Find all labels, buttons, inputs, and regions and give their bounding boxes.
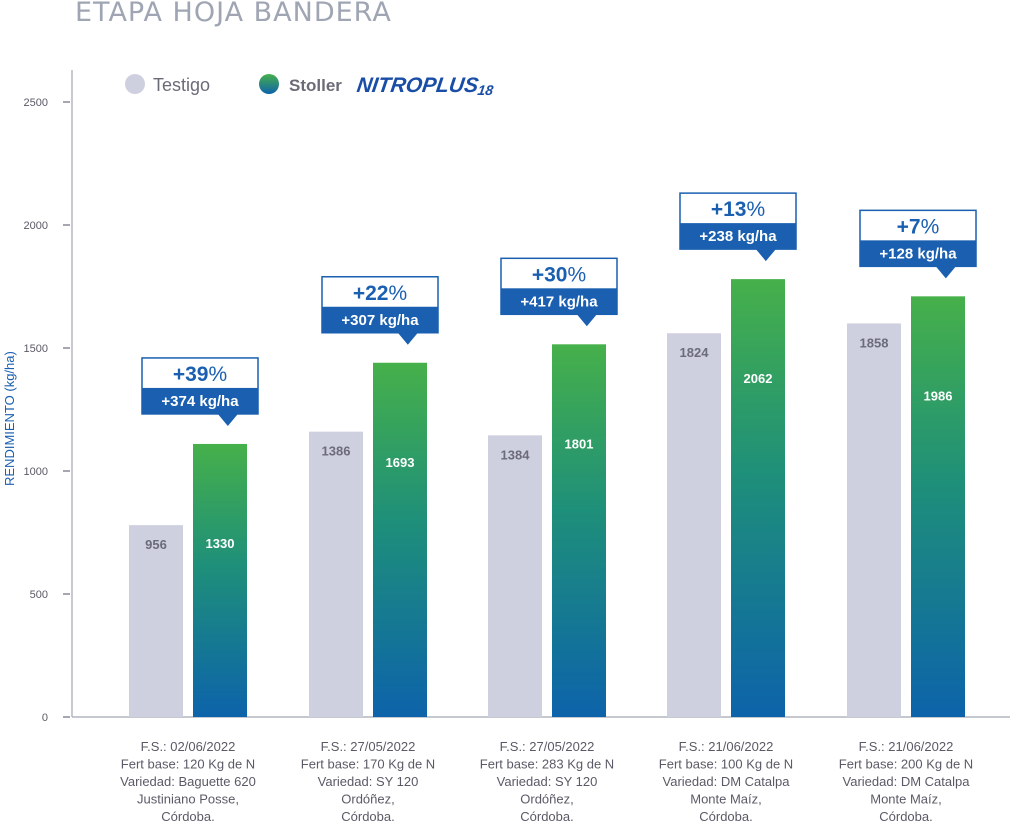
callout-percent-sign: % bbox=[567, 263, 586, 286]
callout-kg-band bbox=[142, 387, 258, 414]
stoller-value-label: 2062 bbox=[744, 371, 773, 386]
stoller-bar bbox=[193, 443, 247, 717]
legend-stoller-swatch bbox=[259, 74, 279, 94]
callout-kg-label: +307 kg/ha bbox=[341, 312, 419, 329]
callout-pointer bbox=[576, 314, 597, 327]
chart-title: ETAPA HOJA BANDERA bbox=[75, 0, 392, 28]
y-tick-label: 2500 bbox=[24, 97, 48, 109]
y-tick-label: 2000 bbox=[24, 220, 48, 232]
testigo-value-label: 1384 bbox=[501, 447, 531, 462]
callout-percent-sign: % bbox=[208, 363, 227, 386]
callout-percent: +13% bbox=[711, 198, 765, 221]
category-label-line: Fert base: 200 Kg de N bbox=[839, 757, 973, 772]
legend-testigo-swatch bbox=[125, 74, 145, 94]
testigo-value-label: 956 bbox=[145, 537, 167, 552]
testigo-value-label: 1858 bbox=[860, 335, 889, 350]
y-axis-label: RENDIMIENTO (kg/ha) bbox=[2, 351, 17, 486]
callout-percent: +7% bbox=[897, 215, 940, 238]
callout-percent-number: +30 bbox=[532, 263, 568, 286]
callout-percent-sign: % bbox=[388, 282, 407, 305]
legend: Testigo Stoller NITROPLUS18 bbox=[125, 74, 495, 98]
callout-kg-label: +128 kg/ha bbox=[879, 245, 957, 262]
callout-percent-number: +39 bbox=[173, 363, 209, 386]
stoller-bar bbox=[911, 296, 965, 717]
category-label-line: Ordóñez, bbox=[341, 792, 394, 807]
testigo-bar bbox=[847, 323, 901, 717]
logo-brand: NITROPLUS bbox=[355, 74, 480, 97]
category-labels: F.S.: 02/06/2022 Fert base: 120 Kg de N Va… bbox=[120, 739, 973, 824]
category-label-line: Variedad: DM Catalpa bbox=[843, 774, 971, 789]
callout-kg-band bbox=[860, 240, 976, 267]
stoller-value-label: 1693 bbox=[386, 455, 415, 470]
callout-percent-number: +13 bbox=[711, 198, 747, 221]
category-label-line: Córdoba. bbox=[520, 809, 573, 824]
category-label-line: Córdoba. bbox=[879, 809, 932, 824]
testigo-value-label: 1386 bbox=[322, 444, 351, 459]
category-label-line: Fert base: 283 Kg de N bbox=[480, 757, 614, 772]
stoller-value-label: 1330 bbox=[206, 536, 235, 551]
callout-kg-band bbox=[501, 288, 617, 315]
callout-percent: +39% bbox=[173, 363, 227, 386]
category-label-line: Córdoba. bbox=[699, 809, 752, 824]
stoller-bar bbox=[373, 362, 427, 717]
testigo-bar bbox=[488, 435, 542, 717]
callout-pointer bbox=[755, 249, 776, 262]
callouts: +39% +374 kg/ha +22% +307 kg/ha +30% +417 kg/… bbox=[141, 192, 977, 426]
callout-percent-sign: % bbox=[746, 198, 765, 221]
callout-kg-band bbox=[680, 223, 796, 250]
category-label-line: Monte Maíz, bbox=[870, 792, 942, 807]
category-label-line: F.S.: 21/06/2022 bbox=[859, 739, 954, 754]
callout-kg-label: +374 kg/ha bbox=[161, 393, 239, 410]
callout-percent-sign: % bbox=[921, 215, 940, 238]
testigo-bar bbox=[129, 525, 183, 717]
category-label-line: Variedad: DM Catalpa bbox=[663, 774, 791, 789]
category-label-line: F.S.: 21/06/2022 bbox=[679, 739, 774, 754]
stoller-bar bbox=[552, 344, 606, 717]
category-label-line: Fert base: 120 Kg de N bbox=[121, 757, 255, 772]
category-label-line: Córdoba. bbox=[341, 809, 394, 824]
callout-percent: +30% bbox=[532, 263, 586, 286]
category-label-line: Ordóñez, bbox=[520, 792, 573, 807]
category-label-line: F.S.: 02/06/2022 bbox=[141, 739, 236, 754]
category-label-line: Variedad: Baguette 620 bbox=[120, 774, 256, 789]
testigo-value-label: 1824 bbox=[680, 345, 710, 360]
callout-pointer bbox=[397, 332, 418, 345]
y-tick-label: 1500 bbox=[24, 343, 48, 355]
y-tick-label: 1000 bbox=[24, 466, 48, 478]
callout-percent-number: +7 bbox=[897, 215, 921, 238]
legend-stoller-label: Stoller bbox=[289, 76, 342, 95]
category-label-line: F.S.: 27/05/2022 bbox=[500, 739, 595, 754]
category-label-line: Córdoba. bbox=[161, 809, 214, 824]
stoller-value-label: 1801 bbox=[565, 436, 594, 451]
callout-percent-number: +22 bbox=[353, 282, 389, 305]
category-label-line: Justiniano Posse, bbox=[137, 792, 239, 807]
category-label-line: Fert base: 100 Kg de N bbox=[659, 757, 793, 772]
callout-kg-band bbox=[322, 306, 438, 333]
logo-sub: 18 bbox=[477, 82, 495, 98]
legend-nitroplus-logo: NITROPLUS18 bbox=[355, 74, 495, 98]
testigo-bar bbox=[667, 333, 721, 717]
category-label-line: Monte Maíz, bbox=[690, 792, 762, 807]
category-label-line: F.S.: 27/05/2022 bbox=[321, 739, 416, 754]
category-label-line: Variedad: SY 120 bbox=[497, 774, 598, 789]
bars: 956 1330 1386 1693 1384 1801 1824 2062 1858 1986 bbox=[129, 279, 965, 717]
y-tick-label: 0 bbox=[42, 712, 48, 724]
callout-kg-label: +417 kg/ha bbox=[520, 293, 598, 310]
category-label-line: Fert base: 170 Kg de N bbox=[301, 757, 435, 772]
callout-pointer bbox=[935, 266, 956, 279]
callout-pointer bbox=[217, 413, 238, 426]
stoller-bar bbox=[731, 279, 785, 717]
y-tick-label: 500 bbox=[30, 589, 48, 601]
category-label-line: Variedad: SY 120 bbox=[318, 774, 419, 789]
testigo-bar bbox=[309, 431, 363, 717]
callout-percent: +22% bbox=[353, 282, 407, 305]
callout-kg-label: +238 kg/ha bbox=[699, 228, 777, 245]
stoller-value-label: 1986 bbox=[924, 388, 953, 403]
legend-testigo-label: Testigo bbox=[153, 75, 210, 95]
